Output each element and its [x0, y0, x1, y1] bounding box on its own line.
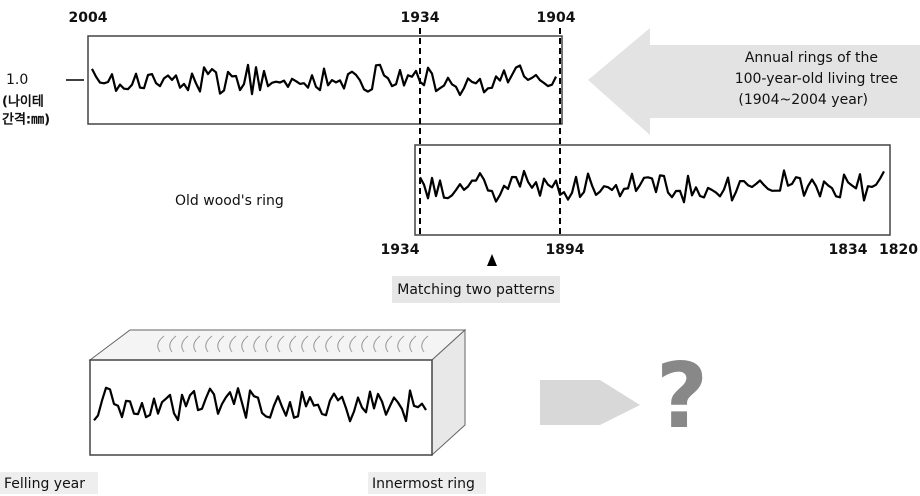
- unit-label: 간격:㎜): [2, 112, 50, 128]
- middle-box: [415, 145, 890, 235]
- unit-label: (나이테: [2, 94, 44, 110]
- year-label: 1894: [546, 242, 585, 258]
- felling-label: Felling year: [4, 476, 85, 492]
- marker: [487, 254, 497, 266]
- arrow-text: Annual rings of the: [745, 50, 878, 66]
- question-mark: ?: [656, 344, 708, 449]
- arrow-text: (1904~2004 year): [738, 92, 868, 108]
- year-label: 1934: [401, 10, 440, 26]
- arrow: [540, 380, 640, 425]
- innermost-label: Innermost ring: [372, 476, 475, 492]
- top-box: [88, 36, 562, 124]
- year-label: 1934: [381, 242, 420, 258]
- diagram: Annual rings of the 100-year-old living …: [0, 0, 920, 496]
- year-label: 1834: [829, 242, 868, 258]
- caption: Matching two patterns: [397, 282, 555, 298]
- year-label: 1820: [879, 242, 918, 258]
- old-wood-label: Old wood's ring: [175, 193, 284, 209]
- year-label: 1904: [537, 10, 576, 26]
- y-label: 1.0: [6, 72, 28, 88]
- arrow-text: 100-year-old living tree: [735, 71, 898, 87]
- year-label: 2004: [69, 10, 108, 26]
